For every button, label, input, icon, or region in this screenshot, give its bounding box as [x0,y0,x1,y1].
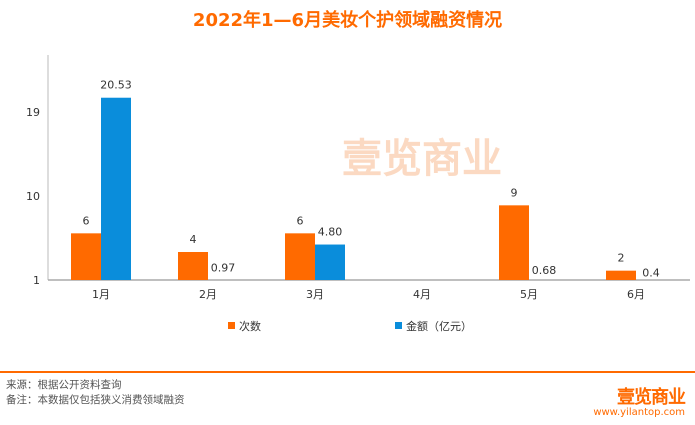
data-label: 6 [83,214,90,227]
x-tick-label: 2月 [199,288,217,301]
data-label: 2 [618,252,625,265]
bar-count [178,252,208,280]
bar-count [71,233,101,280]
legend-label: 金额（亿元） [406,319,472,333]
y-tick-label: 19 [26,106,40,119]
chart-title: 2022年1—6月美妆个护领域融资情况 [192,10,503,31]
data-label: 0.97 [211,261,236,274]
data-label: 4.80 [318,226,343,239]
source-note: 来源：根据公开资料查询 [6,379,122,391]
bar-amount [315,244,345,280]
data-label: 20.53 [100,79,132,92]
bar-chart: 壹览商业 1 10 19 1月 6 20.53 2月 4 0.97 3月 6 4.80 4月 5月 9 0.68… [26,55,690,333]
data-label: 9 [511,186,518,199]
remark-note: 备注：本数据仅包括狭义消费领域融资 [6,394,185,406]
x-tick-label: 5月 [520,288,538,301]
brand-logo: 壹览商业 [617,387,686,408]
data-label: 6 [297,214,304,227]
legend-swatch [228,322,235,329]
legend-swatch [395,322,402,329]
y-tick-label: 1 [33,274,40,287]
bar-count [606,270,636,280]
y-tick-label: 10 [26,190,40,203]
x-tick-label: 3月 [306,288,324,301]
bar-amount [101,97,131,280]
divider [0,371,695,373]
watermark: 壹览商业 [342,136,502,182]
x-tick-label: 4月 [413,288,431,301]
data-label: 0.4 [642,267,660,280]
brand-url[interactable]: www.yilantop.com [593,407,685,418]
bar-count [285,233,315,280]
legend-label: 次数 [239,319,261,333]
x-tick-label: 1月 [92,288,110,301]
bar-count [499,205,529,280]
data-label: 0.68 [532,264,557,277]
data-label: 4 [190,233,197,246]
x-tick-label: 6月 [627,288,645,301]
